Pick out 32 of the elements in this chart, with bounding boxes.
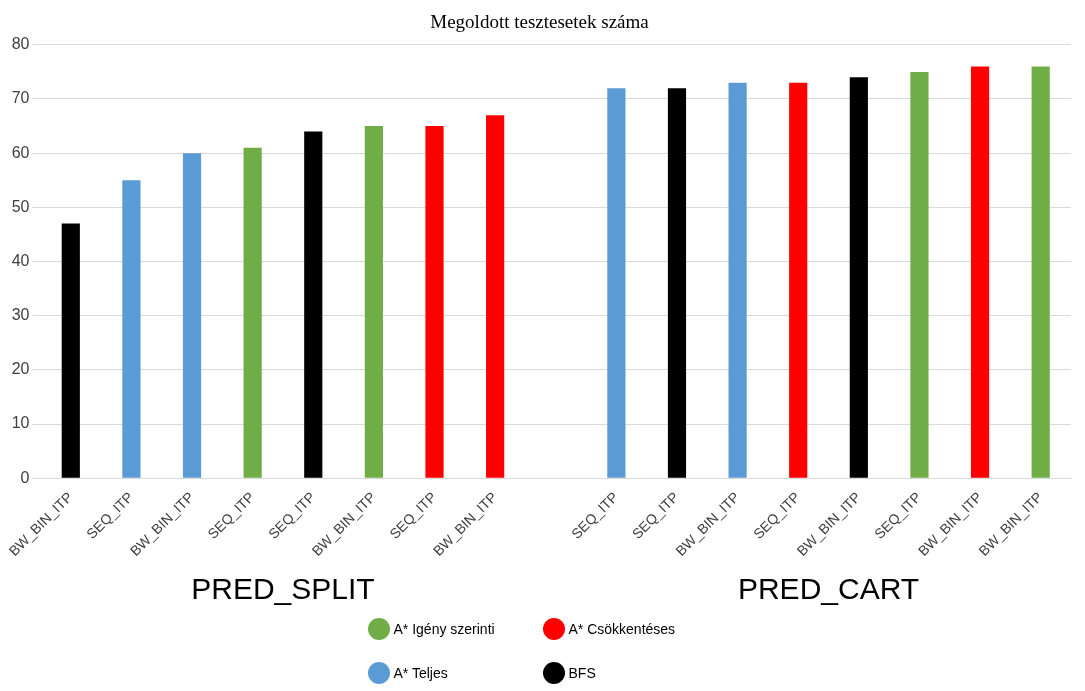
bar — [486, 115, 505, 478]
bar — [728, 82, 747, 478]
chart-title: Megoldott tesztesetek száma — [430, 11, 650, 33]
y-tick-label: 10 — [11, 414, 30, 432]
y-tick-label: 80 — [11, 35, 30, 53]
bar — [61, 223, 80, 478]
text: PRED_CART — [737, 572, 920, 606]
y-tick-label: 70 — [11, 89, 30, 107]
legend-label: BFS — [568, 665, 596, 681]
y-tick-label: 50 — [11, 197, 30, 215]
bar — [849, 77, 868, 478]
bar — [607, 88, 626, 478]
y-tick-label: 60 — [11, 143, 30, 161]
y-tick-label: 40 — [11, 251, 30, 269]
bar — [122, 180, 141, 478]
bar — [425, 126, 444, 478]
bar — [667, 88, 687, 478]
bar — [789, 82, 808, 478]
bar — [910, 71, 929, 478]
y-tick-label: 0 — [20, 468, 30, 486]
bar — [970, 66, 990, 478]
bar — [304, 131, 323, 478]
legend-label: A* Csökkentéses — [568, 621, 676, 637]
y-tick-label: 20 — [11, 360, 30, 378]
bar — [243, 147, 262, 478]
text: PRED_SPLIT — [191, 572, 375, 606]
bar — [364, 126, 383, 478]
legend-label: A* Igény szerinti — [393, 621, 495, 637]
bar — [1031, 66, 1050, 478]
y-tick-label: 30 — [11, 306, 30, 324]
bar — [182, 153, 202, 478]
legend-label: A* Teljes — [393, 665, 448, 681]
